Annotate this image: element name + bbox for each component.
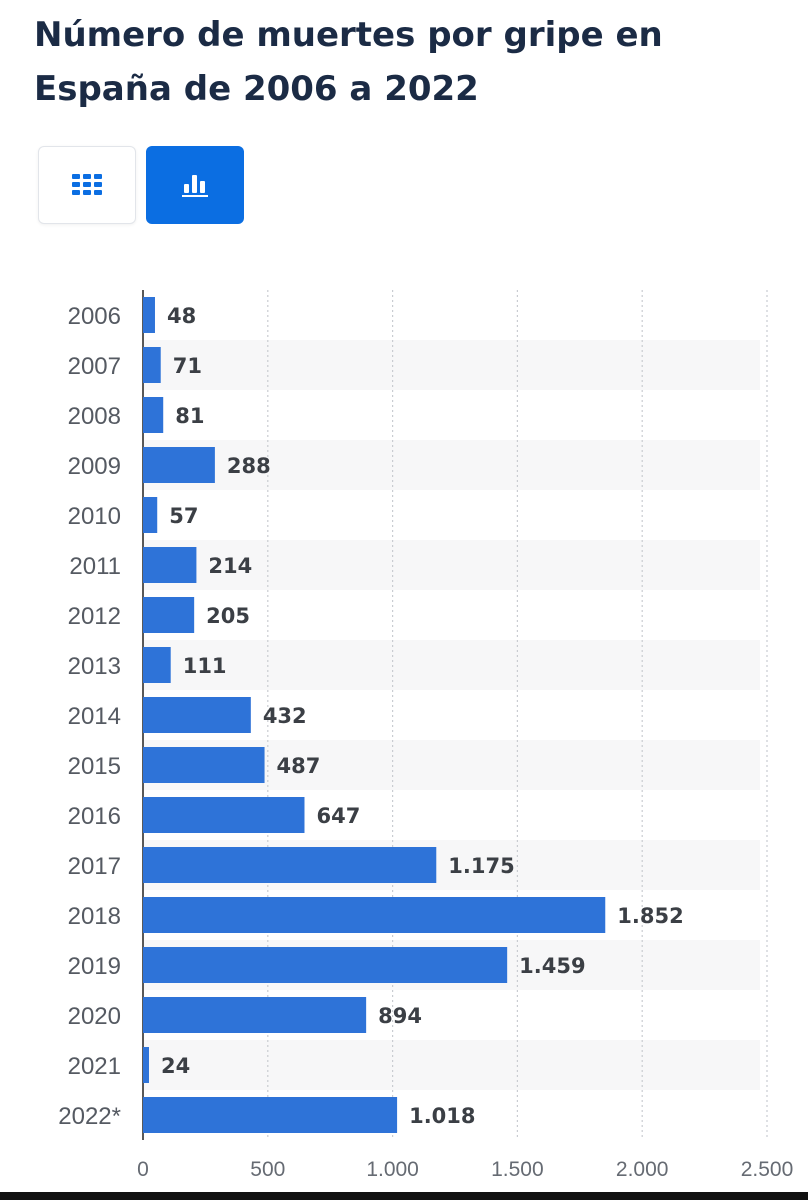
- category-label: 2007: [68, 353, 121, 380]
- value-label: 647: [316, 804, 360, 828]
- row-stripe: [143, 540, 760, 590]
- value-label: 24: [161, 1054, 190, 1078]
- bar-2015: [143, 747, 265, 783]
- category-label: 2019: [68, 953, 121, 980]
- table-view-button[interactable]: [38, 146, 136, 224]
- value-label: 111: [183, 654, 227, 678]
- row-stripe: [143, 340, 760, 390]
- category-label: 2020: [68, 1003, 121, 1030]
- value-label: 432: [263, 704, 307, 728]
- bar-2007: [143, 347, 161, 383]
- bar-2021: [143, 1047, 149, 1083]
- value-label: 288: [227, 454, 271, 478]
- value-label: 81: [175, 404, 204, 428]
- value-label: 1.459: [519, 954, 585, 978]
- bar-2008: [143, 397, 164, 433]
- category-label: 2013: [68, 653, 121, 680]
- category-label: 2010: [68, 503, 121, 530]
- category-label: 2021: [68, 1053, 121, 1080]
- bar-2009: [143, 447, 215, 483]
- row-stripe: [143, 640, 760, 690]
- category-label: 2022*: [58, 1103, 121, 1130]
- row-stripe: [143, 440, 760, 490]
- x-tick-label: 1.500: [491, 1158, 544, 1181]
- category-label: 2009: [68, 453, 121, 480]
- category-label: 2016: [68, 803, 121, 830]
- bar-2011: [143, 547, 197, 583]
- x-tick-label: 1.000: [366, 1158, 419, 1181]
- bar-2006: [143, 297, 155, 333]
- bar-2014: [143, 697, 251, 733]
- bar-2020: [143, 997, 367, 1033]
- category-label: 2008: [68, 403, 121, 430]
- x-tick-label: 500: [250, 1158, 285, 1181]
- bar-2012: [143, 597, 195, 633]
- row-stripe: [143, 1040, 760, 1090]
- bar-2013: [143, 647, 171, 683]
- value-label: 48: [167, 304, 196, 328]
- value-label: 1.018: [409, 1104, 475, 1128]
- category-label: 2014: [68, 703, 121, 730]
- bar-2010: [143, 497, 158, 533]
- grid-table-icon: [72, 174, 102, 195]
- category-label: 2015: [68, 753, 121, 780]
- category-label: 2018: [68, 903, 121, 930]
- bottom-edge-bar: [0, 1192, 808, 1200]
- bar-2017: [143, 847, 437, 883]
- value-label: 71: [173, 354, 202, 378]
- value-label: 894: [378, 1004, 422, 1028]
- category-label: 2012: [68, 603, 121, 630]
- value-label: 1.852: [617, 904, 683, 928]
- x-tick-label: 2.000: [616, 1158, 669, 1181]
- value-label: 57: [169, 504, 198, 528]
- chart-view-button[interactable]: [146, 146, 244, 224]
- category-label: 2011: [69, 553, 121, 580]
- bar-2016: [143, 797, 305, 833]
- bar-chart-icon: [182, 175, 208, 197]
- value-label: 205: [206, 604, 250, 628]
- bar-2018: [143, 897, 606, 933]
- value-label: 214: [208, 554, 252, 578]
- bar-2022*: [143, 1097, 398, 1133]
- bar-2019: [143, 947, 508, 983]
- bar-chart: 2006 2007 2008 2009 2010 2011 2012 2013 2014 2015…: [58, 290, 794, 1181]
- x-tick-label: 0: [137, 1158, 149, 1181]
- category-label: 2017: [68, 853, 121, 880]
- value-label: 1.175: [448, 854, 514, 878]
- chart-title: Número de muertes por gripe en España de…: [34, 15, 663, 109]
- x-tick-label: 2.500: [741, 1158, 794, 1181]
- value-label: 487: [277, 754, 321, 778]
- category-label: 2006: [68, 303, 121, 330]
